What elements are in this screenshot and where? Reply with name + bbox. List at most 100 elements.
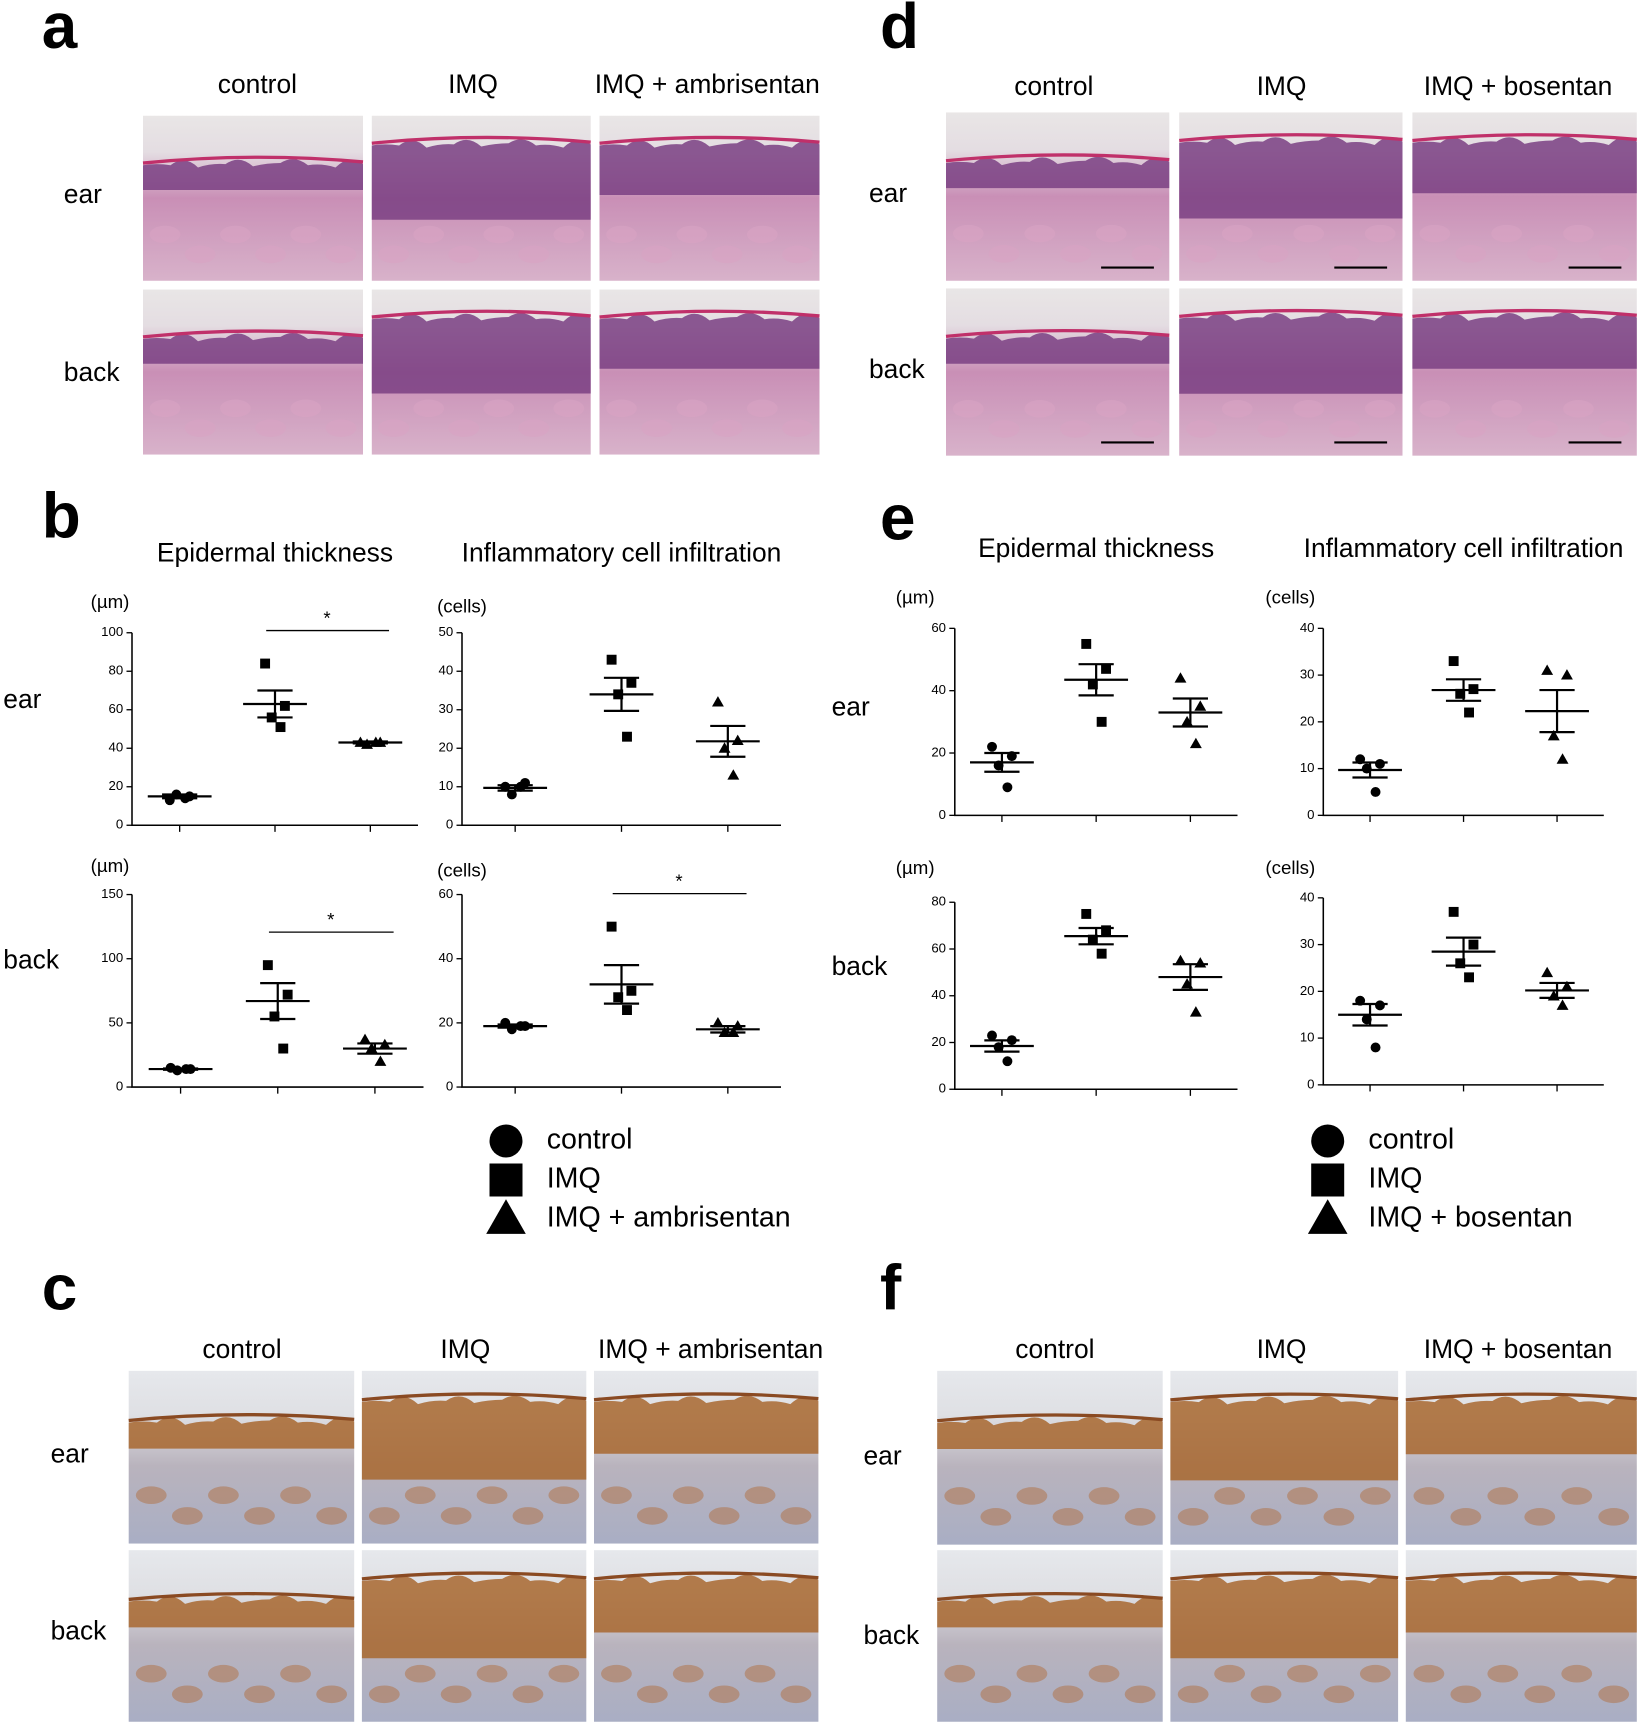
data-point xyxy=(1375,758,1385,769)
tissue-structure xyxy=(244,1685,275,1704)
tissue-structure xyxy=(1287,1664,1318,1683)
tissue-structure xyxy=(325,419,357,437)
epidermis xyxy=(371,313,591,394)
tissue-structure xyxy=(413,399,445,418)
column-header: IMQ xyxy=(440,1334,490,1364)
row-label: ear xyxy=(51,1439,89,1469)
tissue-structure xyxy=(1364,224,1396,243)
tissue-structure xyxy=(1598,1685,1630,1704)
epidermis xyxy=(1405,1396,1637,1455)
stratum-corneum xyxy=(599,309,820,319)
tissue-structure xyxy=(711,419,743,437)
epidermis xyxy=(594,1574,819,1633)
column-header: control xyxy=(218,69,297,99)
chart-title: Epidermal thickness xyxy=(157,538,393,568)
data-point xyxy=(987,741,997,752)
tissue-structure xyxy=(548,1486,580,1504)
legend-marker xyxy=(486,1199,526,1234)
data-point xyxy=(275,722,286,733)
data-point xyxy=(279,700,290,711)
micrograph xyxy=(371,115,591,281)
tissue-structure xyxy=(1214,1487,1246,1505)
tissue-structure xyxy=(290,399,322,418)
sem-bar xyxy=(352,740,388,745)
sem-bar xyxy=(357,1042,393,1055)
epidermis xyxy=(128,1595,355,1628)
sem-bar xyxy=(1172,697,1208,728)
y-tick-label: 30 xyxy=(439,701,454,716)
tissue-structure xyxy=(1124,1508,1156,1526)
epidermis xyxy=(1170,1574,1399,1659)
data-point xyxy=(374,1055,387,1066)
sem-bar xyxy=(497,784,533,792)
data-point xyxy=(731,734,744,746)
y-tick-label: 40 xyxy=(1300,889,1315,904)
tissue-structure xyxy=(1214,1664,1246,1683)
tissue-structure xyxy=(280,1486,311,1504)
sem-bar xyxy=(260,982,296,1021)
tissue-structure xyxy=(1177,1685,1209,1704)
y-tick-label: 0 xyxy=(116,1079,123,1094)
y-axis-unit: (µm) xyxy=(896,857,935,878)
tissue-structure xyxy=(448,245,480,264)
epidermis xyxy=(1412,312,1637,369)
micrograph xyxy=(599,115,820,281)
tissue-structure xyxy=(518,245,550,264)
tissue-structure xyxy=(1186,245,1217,263)
tissue-structure xyxy=(1250,1508,1282,1526)
tissue-structure xyxy=(1419,224,1451,243)
y-tick-label: 20 xyxy=(1300,983,1315,998)
tissue-structure xyxy=(1024,224,1056,243)
row-label: back xyxy=(864,1620,921,1650)
tissue-structure xyxy=(512,1507,544,1525)
tissue-structure xyxy=(1524,1685,1556,1704)
data-point xyxy=(1561,980,1573,992)
tissue-structure xyxy=(1487,1487,1519,1505)
sem-bar xyxy=(1539,981,1575,999)
data-point xyxy=(1455,688,1466,699)
micrograph xyxy=(1170,1550,1399,1722)
micrograph xyxy=(1170,1370,1399,1545)
data-point xyxy=(1370,1042,1381,1053)
stratum-corneum xyxy=(1405,1571,1637,1581)
tissue-structure xyxy=(413,225,445,244)
data-point xyxy=(1087,679,1098,690)
tissue-structure xyxy=(1095,400,1127,418)
tissue-structure xyxy=(1060,420,1091,438)
data-point xyxy=(711,1016,724,1028)
tissue-structure xyxy=(208,1486,239,1504)
tissue-structure xyxy=(1491,400,1523,418)
y-tick-label: 10 xyxy=(439,778,454,793)
tissue-structure xyxy=(1598,420,1630,438)
tissue-structure xyxy=(1221,400,1253,418)
y-tick-label: 30 xyxy=(1300,667,1315,682)
stratum-corneum xyxy=(371,309,591,319)
chart-title: Inflammatory cell infiltration xyxy=(462,538,782,568)
data-point xyxy=(1455,958,1466,969)
epidermis xyxy=(937,1595,1163,1628)
tissue-structure xyxy=(980,1685,1012,1704)
y-tick-label: 80 xyxy=(931,894,946,909)
tissue-structure xyxy=(988,245,1020,263)
y-tick-label: 0 xyxy=(446,817,453,832)
tissue-structure xyxy=(1419,400,1451,418)
tissue-structure xyxy=(782,245,813,264)
row-label: back xyxy=(869,354,926,384)
sem-bar xyxy=(603,676,640,713)
y-tick-label: 0 xyxy=(939,1081,946,1096)
y-tick-label: 0 xyxy=(939,807,946,822)
axes xyxy=(954,628,1238,817)
micrograph xyxy=(945,288,1170,456)
data-point xyxy=(1541,664,1554,675)
data-point xyxy=(1194,700,1207,711)
y-tick-label: 20 xyxy=(439,1014,454,1029)
tissue-structure xyxy=(1323,1685,1355,1704)
tissue-structure xyxy=(440,1507,472,1525)
chart-title: Inflammatory cell infiltration xyxy=(1304,533,1624,563)
epidermis xyxy=(594,1395,819,1454)
tissue-structure xyxy=(1257,245,1289,263)
tissue-structure xyxy=(672,1486,704,1504)
tissue-structure xyxy=(244,1507,275,1525)
micrograph xyxy=(361,1370,587,1544)
tissue-structure xyxy=(744,1486,776,1504)
